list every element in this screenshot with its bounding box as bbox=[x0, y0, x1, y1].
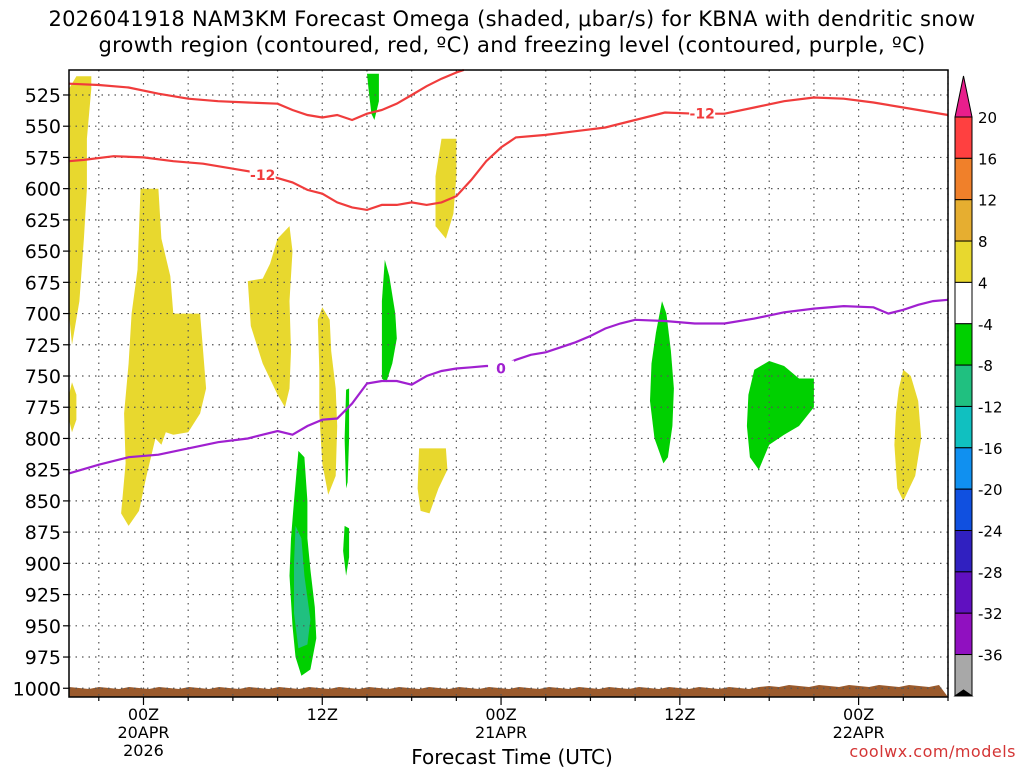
y-label-550: 550 bbox=[25, 116, 61, 138]
colorbar-swatch-10 bbox=[954, 530, 973, 573]
colorbar-label-7: -12 bbox=[978, 398, 1003, 416]
colorbar-label-10: -24 bbox=[978, 523, 1003, 541]
chart-title-line2: growth region (contoured, red, ºC) and f… bbox=[98, 33, 926, 57]
colorbar-label-8: -16 bbox=[978, 440, 1003, 458]
y-axis-labels: 525 550 575 600 625 650 675 700 725 750 775 800 825 8… bbox=[13, 85, 69, 700]
colorbar-swatch-8 bbox=[954, 447, 973, 490]
dgz-lower-contour bbox=[68, 96, 949, 212]
omega-region-yellow-4 bbox=[317, 307, 338, 495]
x-label-0-2: 20APR bbox=[117, 723, 169, 742]
omega-shaded-regions bbox=[69, 73, 922, 676]
y-label-675: 675 bbox=[25, 272, 61, 294]
dgz-label-lower: -12 bbox=[250, 168, 275, 184]
omega-region-yellow-0 bbox=[69, 76, 92, 345]
x-axis-title: Forecast Time (UTC) bbox=[411, 745, 613, 769]
omega-region-green-9 bbox=[381, 259, 397, 383]
y-label-950: 950 bbox=[25, 616, 61, 638]
colorbar-label-2: 12 bbox=[978, 192, 997, 210]
colorbar-label-5: -4 bbox=[978, 316, 993, 334]
y-label-750: 750 bbox=[25, 366, 61, 388]
colorbar-label-0: 20 bbox=[978, 109, 997, 127]
y-label-900: 900 bbox=[25, 553, 61, 575]
y-label-925: 925 bbox=[25, 585, 61, 607]
colorbar-label-12: -32 bbox=[978, 605, 1003, 623]
x-label-24-2: 21APR bbox=[475, 723, 527, 742]
colorbar-swatch-11 bbox=[954, 571, 973, 614]
y-label-850: 850 bbox=[25, 491, 61, 513]
colorbar-swatch-12 bbox=[954, 612, 973, 656]
omega-region-green-14 bbox=[650, 301, 674, 464]
gridlines bbox=[69, 70, 949, 697]
terrain-strip bbox=[69, 685, 948, 697]
colorbar-swatch-3 bbox=[954, 240, 973, 283]
x-label-48-2: 22APR bbox=[833, 723, 885, 742]
plot-border bbox=[68, 69, 949, 698]
colorbar-label-1: 16 bbox=[978, 150, 997, 168]
freezing-level-label: 0 bbox=[496, 362, 506, 378]
chart-title: 2026041918 NAM3KM Forecast Omega (shaded… bbox=[0, 6, 1024, 58]
colorbar-swatch-2 bbox=[954, 199, 973, 242]
omega-region-yellow-3 bbox=[247, 226, 293, 408]
y-label-525: 525 bbox=[25, 85, 61, 107]
colorbar-swatch-4 bbox=[954, 281, 973, 325]
omega-colorbar: 20 16 12 8 4 -4 -8 -12 -16 -20 -24 -28 -32 -36 bbox=[953, 75, 1003, 697]
omega-region-yellow-6 bbox=[417, 448, 448, 514]
colorbar-bottom-arrow bbox=[953, 689, 974, 697]
chart-title-line1: 2026041918 NAM3KM Forecast Omega (shaded… bbox=[48, 7, 976, 31]
y-label-800: 800 bbox=[25, 428, 61, 450]
colorbar-label-4: 4 bbox=[978, 274, 988, 292]
y-label-1000: 1000 bbox=[13, 678, 61, 700]
omega-region-yellow-5 bbox=[435, 138, 457, 239]
freezing-level-label-bg bbox=[488, 360, 515, 377]
y-label-625: 625 bbox=[25, 210, 61, 232]
omega-region-yellow-7 bbox=[894, 369, 922, 501]
colorbar-label-6: -8 bbox=[978, 357, 993, 375]
x-label-48-1: 00Z bbox=[843, 705, 874, 724]
omega-region-green-10 bbox=[344, 388, 350, 489]
colorbar-top-arrow bbox=[954, 75, 973, 118]
x-label-12-1: 12Z bbox=[307, 705, 338, 724]
colorbar-label-3: 8 bbox=[978, 233, 988, 251]
terrain-fill bbox=[69, 685, 948, 697]
y-label-650: 650 bbox=[25, 241, 61, 263]
y-label-725: 725 bbox=[25, 335, 61, 357]
temperature-contours: -12 -12 0 bbox=[68, 68, 949, 475]
dgz-label-upper-bg bbox=[689, 105, 716, 122]
colorbar-label-13: -36 bbox=[978, 647, 1003, 665]
y-label-700: 700 bbox=[25, 304, 61, 326]
x-label-36-1: 12Z bbox=[664, 705, 695, 724]
y-label-600: 600 bbox=[25, 179, 61, 201]
omega-region-yellow-1 bbox=[69, 382, 77, 433]
source-credit[interactable]: coolwx.com/models bbox=[849, 742, 1016, 761]
omega-region-green-8 bbox=[367, 73, 379, 120]
colorbar-swatch-5 bbox=[954, 323, 973, 366]
y-label-825: 825 bbox=[25, 460, 61, 482]
dgz-upper-contour bbox=[68, 68, 465, 122]
omega-region-green-11 bbox=[343, 525, 350, 576]
colorbar-swatch-9 bbox=[954, 488, 973, 531]
x-label-24-1: 00Z bbox=[485, 705, 516, 724]
colorbar-swatch-7 bbox=[954, 405, 973, 449]
y-label-875: 875 bbox=[25, 522, 61, 544]
y-label-575: 575 bbox=[25, 147, 61, 169]
dgz-label-lower-bg bbox=[249, 166, 276, 183]
colorbar-swatch-1 bbox=[954, 157, 973, 201]
colorbar-label-9: -20 bbox=[978, 481, 1003, 499]
colorbar-swatch-0 bbox=[954, 116, 973, 159]
omega-region-green-15 bbox=[746, 361, 814, 470]
x-label-0-3: 2026 bbox=[123, 741, 164, 760]
y-label-775: 775 bbox=[25, 397, 61, 419]
colorbar-swatch-6 bbox=[954, 364, 973, 407]
omega-region-teal-13 bbox=[294, 525, 311, 649]
dgz-label-upper: -12 bbox=[690, 107, 715, 123]
x-label-0-1: 00Z bbox=[128, 705, 159, 724]
omega-region-yellow-2 bbox=[121, 188, 207, 526]
y-label-975: 975 bbox=[25, 647, 61, 669]
colorbar-label-11: -28 bbox=[978, 564, 1003, 582]
plot-frame bbox=[68, 69, 949, 698]
